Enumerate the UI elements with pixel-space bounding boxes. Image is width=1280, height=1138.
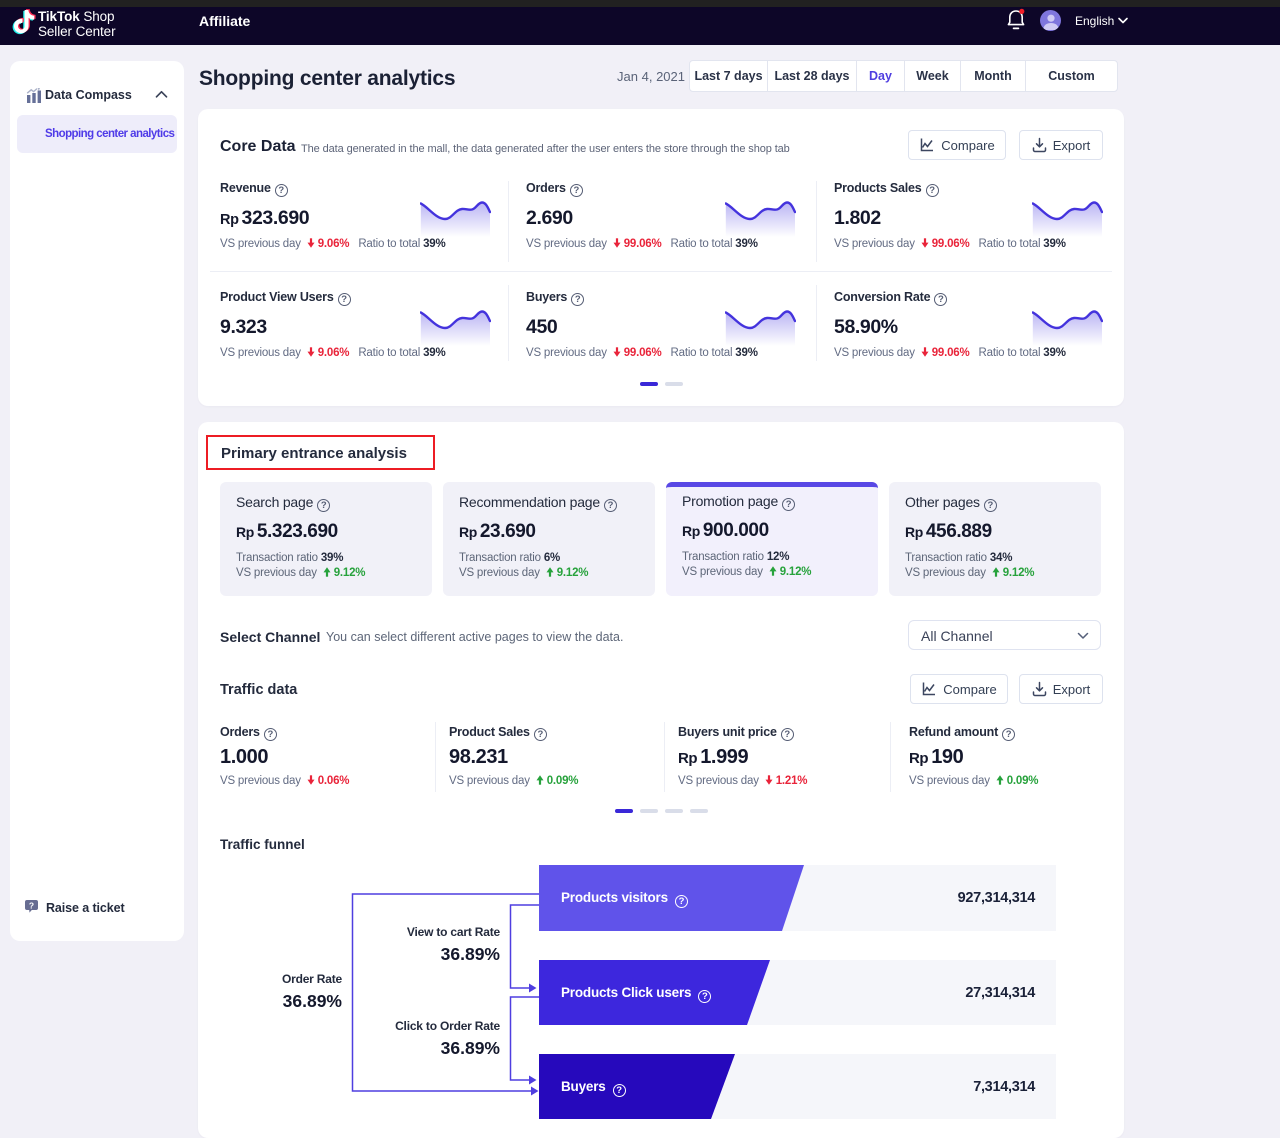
svg-text:?: ? (29, 900, 34, 910)
